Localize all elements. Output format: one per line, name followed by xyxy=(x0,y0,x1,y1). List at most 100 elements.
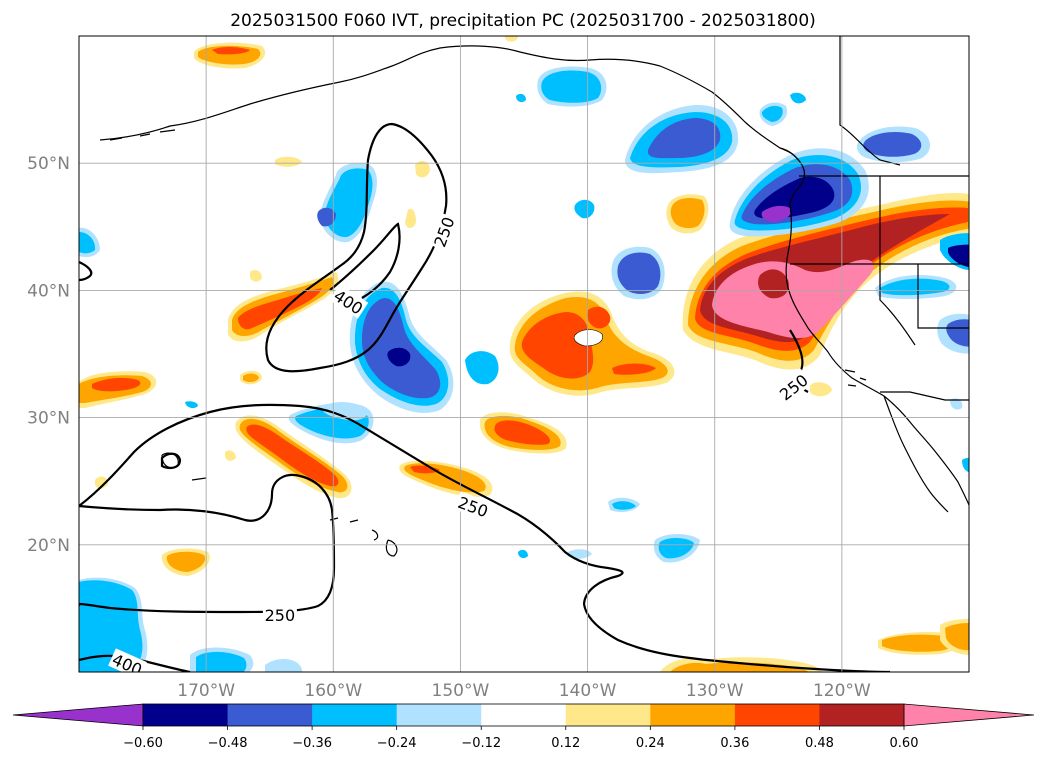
us-mexico-border xyxy=(880,391,969,401)
precip-area xyxy=(761,205,792,222)
precip-area xyxy=(494,420,551,445)
precip-area xyxy=(670,198,705,229)
colorbar-tick-label: 0.60 xyxy=(890,736,919,751)
precip-area xyxy=(541,70,602,103)
colorbar-tick-label: −0.60 xyxy=(123,736,163,751)
precip-area xyxy=(568,549,592,559)
precip-area xyxy=(612,363,656,375)
precip-area xyxy=(265,659,302,672)
precip-area xyxy=(325,168,373,238)
contour-label-bg xyxy=(262,604,297,624)
grid-lines xyxy=(79,36,969,672)
precipitation-pc-fill xyxy=(79,36,969,672)
map-frame xyxy=(78,35,970,673)
ca-islands xyxy=(844,369,867,387)
colorbar-bin xyxy=(819,704,905,726)
colorbar-bin xyxy=(396,704,482,726)
precip-area xyxy=(196,651,247,672)
latitude-tick-label: 40°N xyxy=(27,281,70,301)
longitude-tick-label: 160°W xyxy=(304,681,362,701)
coastlines xyxy=(99,36,969,557)
colorbar-bin xyxy=(734,704,820,726)
precip-area xyxy=(948,244,969,268)
contour-label-bg xyxy=(773,368,813,405)
precip-area xyxy=(92,377,141,392)
precip-area xyxy=(880,278,950,296)
colorbar-tick-label: −0.12 xyxy=(461,736,501,751)
longitude-tick-label: 170°W xyxy=(177,681,235,701)
precip-area xyxy=(574,199,595,219)
bc-coastline xyxy=(779,147,806,206)
precip-area xyxy=(505,36,518,42)
precip-area xyxy=(962,457,969,473)
precip-area xyxy=(810,382,832,397)
contour-label-text: 250 xyxy=(265,606,296,625)
alaska-coastline xyxy=(99,45,799,161)
precip-area xyxy=(521,312,594,379)
contour-label-bg xyxy=(329,284,369,319)
precip-area xyxy=(243,373,259,383)
colorbar-tick-label: 0.36 xyxy=(720,736,749,751)
latitude-tick-label: 50°N xyxy=(27,154,70,174)
precip-area xyxy=(647,118,721,159)
alaska-islands xyxy=(109,129,176,141)
precip-area xyxy=(586,306,611,329)
precip-area xyxy=(950,398,963,410)
contour-label-bg xyxy=(454,491,493,521)
ivt-contour-250-west xyxy=(79,260,93,282)
hawaii-islands xyxy=(329,517,398,557)
precip-area xyxy=(612,501,636,510)
precip-area xyxy=(79,580,143,672)
alaska-canada-border xyxy=(839,36,901,166)
latitude-tick-label: 30°N xyxy=(27,409,70,429)
precip-area xyxy=(212,47,250,55)
chart-title: 2025031500 F060 IVT, precipitation PC (2… xyxy=(230,11,816,31)
colorbar-bin xyxy=(481,704,567,726)
ivt-contour-label: 250 xyxy=(428,212,459,251)
precip-area xyxy=(250,270,262,282)
ivt-contour-250-south xyxy=(79,403,891,672)
ivt-contour-small xyxy=(160,452,182,470)
precip-area xyxy=(882,634,954,652)
longitude-tick-label: 130°W xyxy=(686,681,744,701)
precip-area xyxy=(712,259,874,339)
colorbar-extend-min xyxy=(12,703,144,727)
colorbar-tick-label: −0.24 xyxy=(377,736,417,751)
longitude-tick-label: 150°W xyxy=(432,681,490,701)
precip-area xyxy=(238,288,322,330)
colorbar-extend-max xyxy=(903,703,1035,727)
longitude-tick-label: 120°W xyxy=(813,681,871,701)
precip-area xyxy=(225,450,236,461)
precip-area xyxy=(761,105,783,122)
precip-area xyxy=(415,160,430,178)
ivt-contour-250-north xyxy=(265,122,448,373)
us-west-coastline xyxy=(785,204,969,506)
precip-area xyxy=(573,329,603,347)
precip-area xyxy=(670,662,809,672)
precip-area xyxy=(945,623,969,651)
colorbar-bin xyxy=(312,704,398,726)
state-border xyxy=(917,264,969,329)
colorbar-bin xyxy=(650,704,736,726)
colorbar-bin xyxy=(143,704,229,726)
colorbar-tick-label: −0.36 xyxy=(292,736,332,751)
colorbar-tick-label: −0.48 xyxy=(208,736,248,751)
precip-area xyxy=(465,351,499,385)
longitude-tick-label: 140°W xyxy=(559,681,617,701)
precip-area xyxy=(946,319,969,347)
precip-area xyxy=(185,401,198,409)
colorbar-tick-label: 0.24 xyxy=(636,736,665,751)
precip-area xyxy=(405,208,416,228)
precip-area xyxy=(246,424,339,487)
colorbar-frame xyxy=(142,703,905,727)
state-border xyxy=(879,176,916,346)
longitude-tick-labels: 170°W 160°W 150°W 140°W 130°W 120°W xyxy=(177,681,871,701)
colorbar-tick-label: 0.48 xyxy=(805,736,834,751)
precip-area xyxy=(790,92,806,104)
colorbar-bin xyxy=(227,704,313,726)
precip-area xyxy=(658,537,694,559)
precip-area xyxy=(317,207,336,227)
precip-area xyxy=(758,269,789,299)
